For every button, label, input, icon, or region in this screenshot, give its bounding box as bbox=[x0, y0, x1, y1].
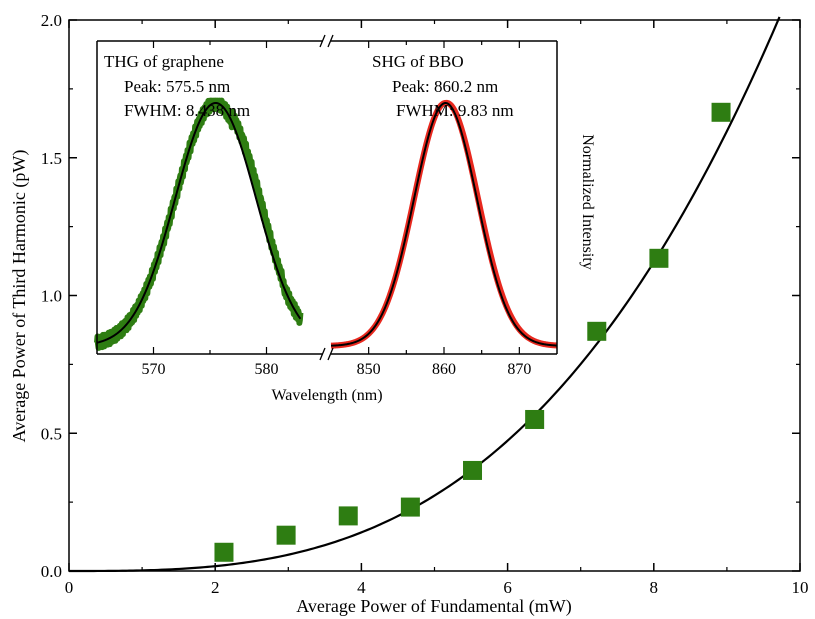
data-point bbox=[649, 248, 669, 268]
data-point bbox=[214, 542, 234, 562]
inset-x-axis-label: Wavelength (nm) bbox=[271, 387, 382, 404]
data-point bbox=[400, 497, 420, 517]
thg-title: THG of graphene bbox=[104, 52, 224, 71]
inset-axis-break-top bbox=[319, 34, 326, 48]
data-point bbox=[276, 525, 296, 545]
thg-fit-curve bbox=[96, 101, 302, 344]
data-point bbox=[463, 460, 483, 480]
y-tick-label: 0.5 bbox=[41, 424, 62, 443]
x-tick-label: 10 bbox=[792, 578, 809, 597]
x-tick-label: 8 bbox=[650, 578, 659, 597]
main-ticks: 0 2 4 6 8 10 0.0 0.5 1.0 1.5 2.0 bbox=[41, 11, 809, 597]
data-points-group bbox=[214, 102, 731, 562]
y-axis-label: Average Power of Third Harmonic (pW) bbox=[9, 150, 30, 443]
thg-fwhm: FWHM: 8.438 nm bbox=[124, 101, 250, 120]
inset-x-tick-label: 850 bbox=[357, 361, 381, 378]
inset-x-tick-label: 580 bbox=[255, 361, 279, 378]
shg-fit-curve bbox=[330, 101, 558, 347]
x-axis-label: Average Power of Fundamental (mW) bbox=[296, 596, 572, 617]
y-tick-label: 1.0 bbox=[41, 287, 62, 306]
inset-x-tick-label: 570 bbox=[142, 361, 166, 378]
inset-y-axis-label: Normalized Intensity bbox=[579, 134, 596, 270]
data-point bbox=[587, 321, 607, 341]
thg-peak: Peak: 575.5 nm bbox=[124, 77, 230, 96]
y-tick-label: 2.0 bbox=[41, 11, 62, 30]
data-point bbox=[338, 506, 358, 526]
inset-x-tick-label: 870 bbox=[507, 361, 531, 378]
inset-chart: 570 580 850 860 870 THG of graphene Peak: 57… bbox=[94, 34, 596, 404]
data-point bbox=[525, 409, 545, 429]
x-tick-label: 2 bbox=[211, 578, 220, 597]
inset-curves bbox=[94, 97, 560, 351]
inset-axis-break-bottom bbox=[327, 347, 334, 361]
y-tick-label: 0.0 bbox=[41, 562, 62, 581]
shg-peak: Peak: 860.2 nm bbox=[392, 77, 498, 96]
inset-axis-break-top bbox=[327, 34, 334, 48]
x-tick-label: 0 bbox=[65, 578, 74, 597]
x-tick-label: 6 bbox=[503, 578, 512, 597]
inset-x-tick-label: 860 bbox=[432, 361, 456, 378]
shg-title: SHG of BBO bbox=[372, 52, 464, 71]
inset-axis-break-bottom bbox=[319, 347, 326, 361]
y-tick-label: 1.5 bbox=[41, 149, 62, 168]
data-point bbox=[711, 102, 731, 122]
x-tick-label: 4 bbox=[357, 578, 366, 597]
shg-fwhm: FWHM: 9.83 nm bbox=[396, 101, 514, 120]
inset-ticks: 570 580 850 860 870 bbox=[142, 41, 531, 378]
